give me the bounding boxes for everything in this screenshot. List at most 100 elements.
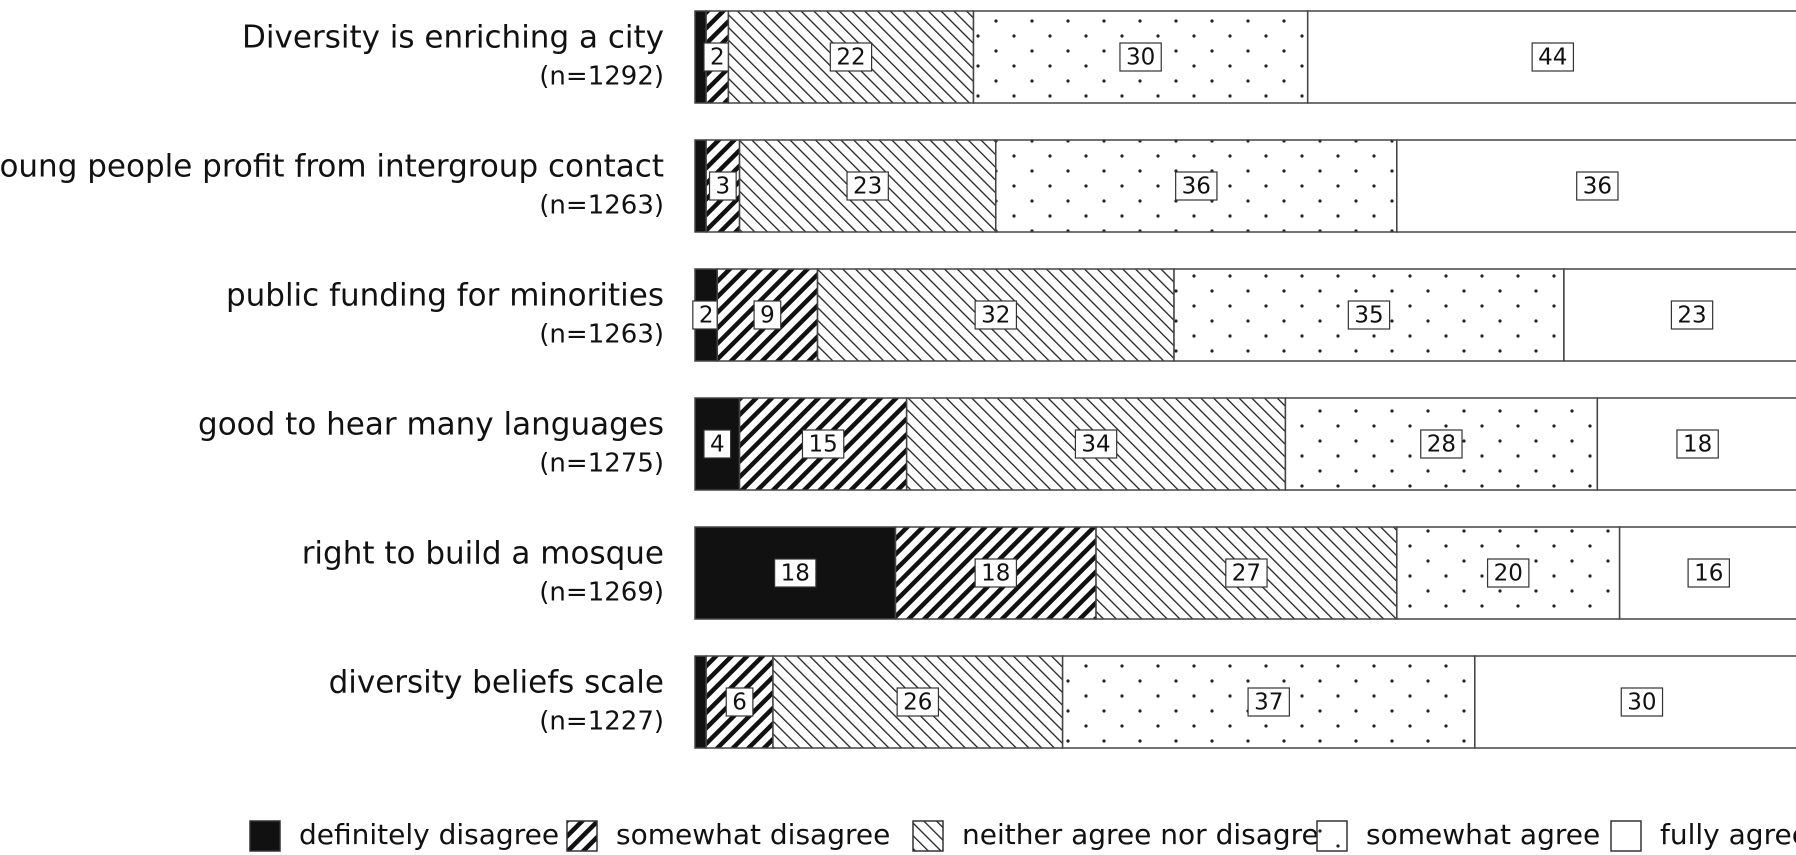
sample-size-label: (n=1275) xyxy=(539,449,664,479)
value-label-box xyxy=(692,300,721,330)
category-label: Diversity is enriching a city xyxy=(242,20,664,56)
value-label-group: 4 xyxy=(703,429,732,459)
value-label-box xyxy=(1247,687,1290,717)
value-label-box xyxy=(1074,429,1118,459)
value-label: 34 xyxy=(1081,432,1110,458)
value-label: 32 xyxy=(981,303,1010,329)
value-label-box xyxy=(1225,558,1268,588)
value-label-group: 16 xyxy=(1687,558,1730,588)
bar-segment xyxy=(1284,397,1599,491)
value-label-group: 18 xyxy=(774,558,817,588)
value-label-group: 44 xyxy=(1531,42,1575,72)
legend-label: somewhat disagree xyxy=(616,818,890,851)
value-label: 18 xyxy=(1683,432,1712,458)
value-label-group: 36 xyxy=(1175,171,1218,201)
value-label: 35 xyxy=(1354,303,1383,329)
value-label-box xyxy=(974,558,1018,588)
value-label: 23 xyxy=(1677,303,1706,329)
value-label: 36 xyxy=(1182,174,1211,200)
value-label-group: 23 xyxy=(846,171,889,201)
value-label: 28 xyxy=(1427,432,1456,458)
value-label-box xyxy=(703,429,732,459)
value-label-group: 18 xyxy=(974,558,1018,588)
value-label-box xyxy=(846,171,889,201)
legend-label: fully agree xyxy=(1660,818,1796,851)
value-label-box xyxy=(1119,42,1162,72)
value-label-group: 22 xyxy=(829,42,873,72)
value-label: 30 xyxy=(1126,45,1155,71)
bar-segment xyxy=(738,397,908,491)
sample-size-label: (n=1227) xyxy=(539,707,664,737)
legend-label: somewhat agree xyxy=(1366,818,1600,851)
legend-swatch xyxy=(249,820,281,852)
value-label-group: 37 xyxy=(1247,687,1290,717)
value-label-box xyxy=(753,300,782,330)
value-label: 2 xyxy=(699,303,714,329)
value-label-box xyxy=(703,42,732,72)
value-label-group: 2 xyxy=(703,42,732,72)
legend-swatch xyxy=(912,820,944,852)
value-label-box xyxy=(1486,558,1530,588)
legend-label: definitely disagree xyxy=(299,818,559,851)
value-label-group: 3 xyxy=(708,171,737,201)
value-label: 30 xyxy=(1627,690,1656,716)
value-label: 26 xyxy=(903,690,932,716)
value-label-box xyxy=(801,429,845,459)
value-label-group: 18 xyxy=(1676,429,1719,459)
value-label-box xyxy=(725,687,754,717)
value-label: 44 xyxy=(1538,45,1567,71)
value-label-group: 9 xyxy=(753,300,782,330)
sample-size-label: (n=1292) xyxy=(539,62,664,92)
value-label: 2 xyxy=(710,45,725,71)
bar-segment xyxy=(694,139,707,233)
category-label: diversity beliefs scale xyxy=(329,665,664,701)
value-label-group: 6 xyxy=(725,687,754,717)
value-label: 6 xyxy=(732,690,747,716)
value-label-box xyxy=(1687,558,1730,588)
value-label-group: 30 xyxy=(1119,42,1162,72)
value-label: 36 xyxy=(1583,174,1612,200)
sample-size-label: (n=1263) xyxy=(539,191,664,221)
value-label: 37 xyxy=(1254,690,1283,716)
value-label-group: 26 xyxy=(896,687,940,717)
value-label-box xyxy=(1531,42,1575,72)
category-label: right to build a mosque xyxy=(302,536,664,572)
value-label-box xyxy=(974,300,1018,330)
value-label-group: 20 xyxy=(1486,558,1530,588)
value-label-box xyxy=(1420,429,1463,459)
value-label-group: 36 xyxy=(1576,171,1619,201)
value-label-box xyxy=(1175,171,1218,201)
value-label: 18 xyxy=(981,561,1010,587)
value-label-group: 23 xyxy=(1670,300,1714,330)
value-label: 15 xyxy=(808,432,837,458)
value-label-group: 28 xyxy=(1420,429,1463,459)
value-label-group: 34 xyxy=(1074,429,1118,459)
value-label-box xyxy=(774,558,817,588)
bar-segment xyxy=(1396,139,1796,233)
value-label-box xyxy=(1576,171,1619,201)
sample-size-label: (n=1263) xyxy=(539,320,664,350)
value-label-group: 30 xyxy=(1620,687,1664,717)
value-label: 18 xyxy=(781,561,810,587)
value-label-box xyxy=(829,42,873,72)
value-label: 9 xyxy=(760,303,775,329)
legend-label: neither agree nor disagree xyxy=(962,818,1336,851)
bar-segment xyxy=(1306,10,1796,104)
category-label: good to hear many languages xyxy=(198,407,664,443)
value-label: 23 xyxy=(853,174,882,200)
value-label-box xyxy=(896,687,940,717)
value-label-box xyxy=(1670,300,1714,330)
value-label-box xyxy=(1676,429,1719,459)
value-label-box xyxy=(1347,300,1391,330)
value-label-box xyxy=(708,171,737,201)
legend-swatch xyxy=(1316,820,1348,852)
value-label: 20 xyxy=(1494,561,1523,587)
value-label: 22 xyxy=(836,45,865,71)
value-label-group: 15 xyxy=(801,429,845,459)
value-label: 3 xyxy=(716,174,731,200)
value-label-group: 27 xyxy=(1225,558,1268,588)
value-label: 27 xyxy=(1232,561,1261,587)
category-label: public funding for minorities xyxy=(226,278,664,314)
legend-swatch xyxy=(566,820,598,852)
